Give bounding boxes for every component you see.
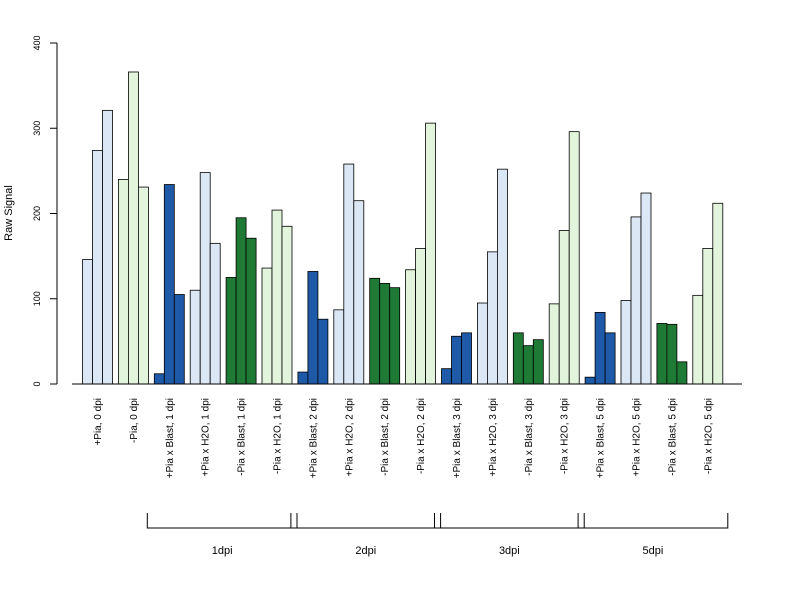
bar xyxy=(261,267,273,385)
x-tick-label: +Pia x H2O, 5 dpi xyxy=(632,398,643,477)
bar xyxy=(137,186,149,385)
bar xyxy=(333,309,345,385)
x-tick-label: -Pia x H2O, 5 dpi xyxy=(703,398,714,474)
bar xyxy=(532,339,544,385)
bar xyxy=(425,122,437,385)
bar xyxy=(486,251,498,385)
x-tick-label: +Pia x H2O, 2 dpi xyxy=(344,398,355,477)
bars xyxy=(82,71,724,385)
group-bracket xyxy=(577,513,729,529)
bar xyxy=(379,283,391,385)
bar xyxy=(127,71,139,385)
x-tick-label: -Pia x Blast, 3 dpi xyxy=(524,398,535,476)
group-bracket xyxy=(434,513,585,529)
bar xyxy=(307,271,319,385)
y-tick-label: 300 xyxy=(32,121,42,136)
bar xyxy=(389,287,401,385)
x-tick-label: -Pia x H2O, 2 dpi xyxy=(416,398,427,474)
bar xyxy=(702,248,714,385)
x-tick-label: +Pia x H2O, 3 dpi xyxy=(488,398,499,477)
bar xyxy=(317,318,329,385)
group-bracket-label: 5dpi xyxy=(643,545,664,557)
bar xyxy=(476,302,488,385)
bar xyxy=(594,311,606,385)
bar xyxy=(173,294,185,385)
bar xyxy=(405,269,417,385)
bar xyxy=(163,184,175,385)
x-tick-labels: +Pia, 0 dpi -Pia, 0 dpi +Pia x Blast, 1 dp… xyxy=(93,398,714,478)
bar xyxy=(496,168,508,385)
x-tick-label: +Pia x Blast, 1 dpi xyxy=(165,398,176,478)
bar xyxy=(451,335,462,385)
bar xyxy=(415,248,427,385)
x-tick-label: +Pia x Blast, 2 dpi xyxy=(308,398,319,478)
x-tick-label: -Pia, 0 dpi xyxy=(129,398,140,443)
group-bracket xyxy=(146,513,298,529)
bar xyxy=(548,303,560,385)
bar xyxy=(297,371,309,385)
bar xyxy=(568,131,580,385)
bar xyxy=(199,172,211,385)
bar xyxy=(656,323,668,385)
y-tick-label: 400 xyxy=(32,35,42,50)
bar xyxy=(461,332,472,385)
bar xyxy=(343,163,355,385)
y-tick-label: 100 xyxy=(32,291,42,306)
bar xyxy=(235,217,247,385)
bar xyxy=(584,376,596,385)
bar xyxy=(271,209,283,385)
x-tick-label: +Pia, 0 dpi xyxy=(93,398,104,446)
bar xyxy=(281,225,293,385)
bar xyxy=(118,178,129,385)
bar xyxy=(712,202,724,385)
bar xyxy=(153,373,165,385)
bar xyxy=(630,216,642,385)
bar xyxy=(620,300,632,385)
x-tick-label: +Pia x Blast, 3 dpi xyxy=(452,398,463,478)
y-axis: 0 100 200 300 400 xyxy=(32,35,58,387)
bar xyxy=(189,289,201,385)
bar xyxy=(692,294,704,385)
bar xyxy=(522,345,534,385)
bar xyxy=(666,323,678,385)
x-tick-label: -Pia x H2O, 1 dpi xyxy=(273,398,284,474)
bar xyxy=(640,192,652,385)
x-tick-label: +Pia x Blast, 5 dpi xyxy=(596,398,607,478)
group-bracket xyxy=(290,513,442,529)
group-bracket-label: 1dpi xyxy=(212,545,233,557)
y-tick-label: 200 xyxy=(32,206,42,221)
bar xyxy=(92,150,103,385)
bar xyxy=(676,361,688,385)
bar xyxy=(353,200,365,385)
dpi-brackets: 1dpi 2dpi 3dpi 5dpi xyxy=(146,513,729,557)
bar xyxy=(209,242,221,385)
bar xyxy=(82,259,93,385)
bar xyxy=(512,332,524,385)
x-tick-label: -Pia x Blast, 2 dpi xyxy=(380,398,391,476)
y-axis-label: Raw Signal xyxy=(3,185,15,241)
x-tick-label: -Pia x H2O, 3 dpi xyxy=(560,398,571,474)
bar xyxy=(225,277,237,385)
group-bracket-label: 2dpi xyxy=(355,545,376,557)
bar xyxy=(369,277,381,385)
bar xyxy=(604,332,616,385)
group-bracket-label: 3dpi xyxy=(499,545,520,557)
bar xyxy=(102,109,113,385)
x-tick-label: -Pia x Blast, 5 dpi xyxy=(667,398,678,476)
bar xyxy=(441,368,452,385)
bar xyxy=(245,237,257,385)
x-tick-label: +Pia x H2O, 1 dpi xyxy=(201,398,212,477)
x-tick-label: -Pia x Blast, 1 dpi xyxy=(237,398,248,476)
y-tick-label: 0 xyxy=(32,381,42,386)
bar xyxy=(558,230,570,385)
